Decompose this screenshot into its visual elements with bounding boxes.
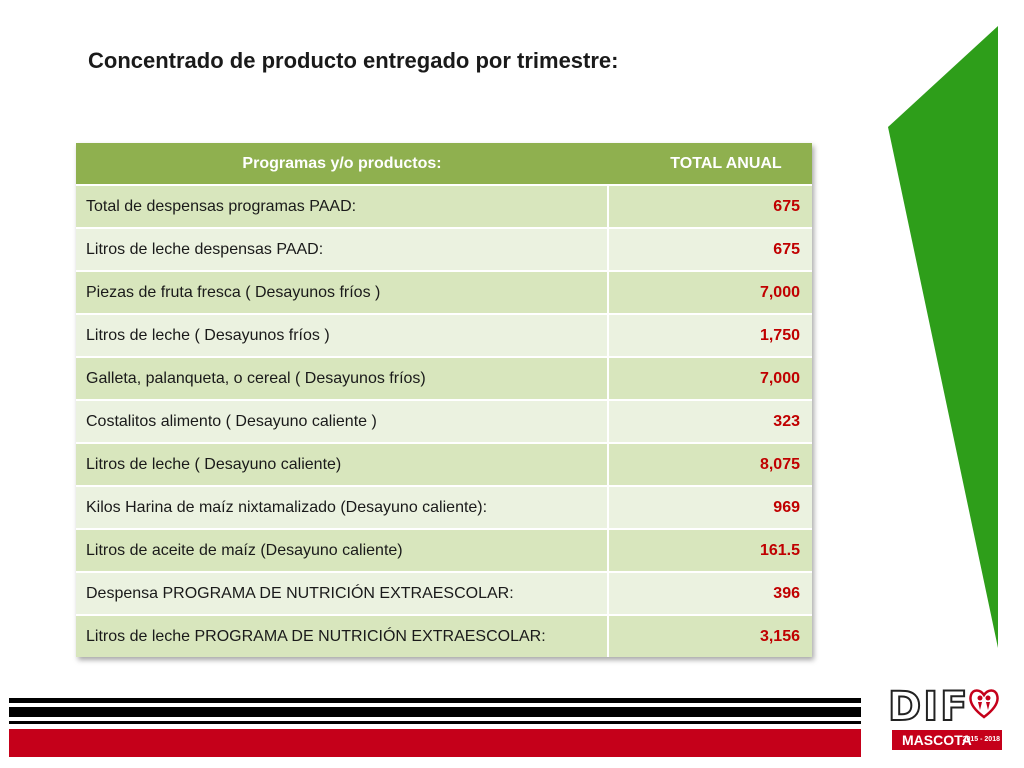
row-value: 161.5 <box>608 528 812 572</box>
dif-logo-text: DIF <box>887 683 970 731</box>
table-row: Kilos Harina de maíz nixtamalizado (Desa… <box>76 485 812 529</box>
dif-logo: DIF MASCOTA 2015 - 2018 <box>887 683 1004 762</box>
footer-stripe-black <box>9 698 861 703</box>
row-label: Total de despensas programas PAAD: <box>76 184 609 228</box>
table-row: Litros de leche ( Desayuno caliente) 8,0… <box>76 442 812 486</box>
table-header-row: Programas y/o productos: TOTAL ANUAL <box>76 143 812 185</box>
row-label: Litros de leche ( Desayunos fríos ) <box>76 313 609 357</box>
row-value: 3,156 <box>608 614 812 657</box>
row-label: Galleta, palanqueta, o cereal ( Desayuno… <box>76 356 609 400</box>
header-programas: Programas y/o productos: <box>76 143 608 185</box>
heart-family-icon <box>969 689 999 719</box>
header-total-anual: TOTAL ANUAL <box>608 143 812 185</box>
row-value: 7,000 <box>608 270 812 314</box>
row-value: 675 <box>608 227 812 271</box>
product-table: Programas y/o productos: TOTAL ANUAL Tot… <box>76 143 812 657</box>
row-label: Litros de leche ( Desayuno caliente) <box>76 442 609 486</box>
row-value: 396 <box>608 571 812 615</box>
mascota-bar: MASCOTA 2015 - 2018 <box>892 730 1002 750</box>
row-label: Despensa PROGRAMA DE NUTRICIÓN EXTRAESCO… <box>76 571 609 615</box>
table-row: Litros de leche PROGRAMA DE NUTRICIÓN EX… <box>76 614 812 657</box>
row-label: Piezas de fruta fresca ( Desayunos fríos… <box>76 270 609 314</box>
table-row: Litros de aceite de maíz (Desayuno calie… <box>76 528 812 572</box>
row-value: 7,000 <box>608 356 812 400</box>
row-label: Kilos Harina de maíz nixtamalizado (Desa… <box>76 485 609 529</box>
table-row: Galleta, palanqueta, o cereal ( Desayuno… <box>76 356 812 400</box>
mascota-label: MASCOTA <box>902 732 972 748</box>
table-row: Costalitos alimento ( Desayuno caliente … <box>76 399 812 443</box>
row-label: Litros de aceite de maíz (Desayuno calie… <box>76 528 609 572</box>
row-label: Litros de leche despensas PAAD: <box>76 227 609 271</box>
table-row: Litros de leche despensas PAAD: 675 <box>76 227 812 271</box>
page-title: Concentrado de producto entregado por tr… <box>88 48 619 73</box>
table-row: Total de despensas programas PAAD: 675 <box>76 184 812 228</box>
row-label: Litros de leche PROGRAMA DE NUTRICIÓN EX… <box>76 614 609 657</box>
row-value: 675 <box>608 184 812 228</box>
row-value: 8,075 <box>608 442 812 486</box>
row-value: 1,750 <box>608 313 812 357</box>
table-row: Piezas de fruta fresca ( Desayunos fríos… <box>76 270 812 314</box>
table-row: Despensa PROGRAMA DE NUTRICIÓN EXTRAESCO… <box>76 571 812 615</box>
years-label: 2015 - 2018 <box>962 736 1000 743</box>
row-value: 323 <box>608 399 812 443</box>
table-row: Litros de leche ( Desayunos fríos ) 1,75… <box>76 313 812 357</box>
footer-stripe-red <box>9 729 861 757</box>
footer-stripe-black-thick <box>9 707 861 717</box>
row-label: Costalitos alimento ( Desayuno caliente … <box>76 399 609 443</box>
row-value: 969 <box>608 485 812 529</box>
footer-stripe-black-thin <box>9 721 861 724</box>
